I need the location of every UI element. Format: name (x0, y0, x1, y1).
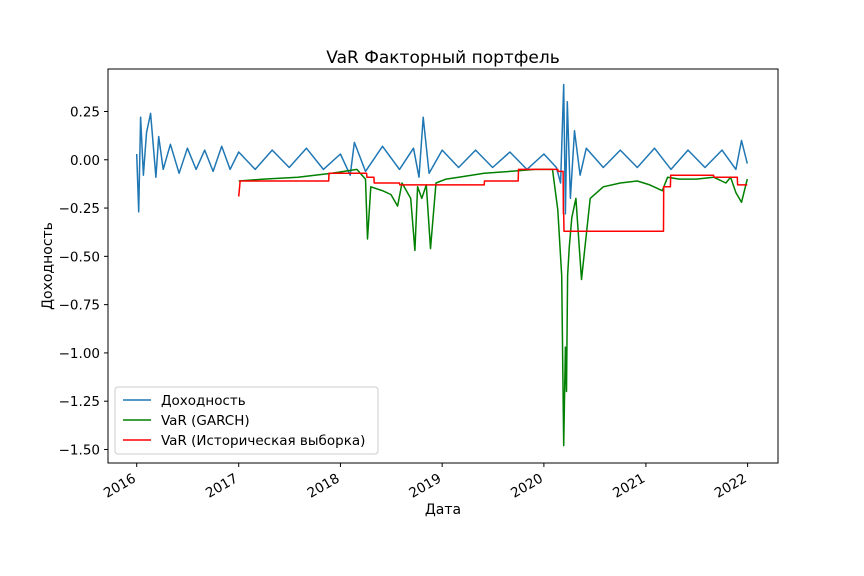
legend: Доходность VaR (GARCH) VaR (Историческая в… (114, 386, 379, 455)
legend-label: VaR (GARCH) (161, 413, 250, 429)
legend-label: Доходность (161, 393, 246, 409)
y-tick-label: −0.50 (59, 249, 100, 265)
series-line-1 (238, 168, 749, 447)
x-axis-label: Дата (425, 502, 461, 518)
y-tick-label: −1.50 (59, 442, 100, 458)
series-line-0 (135, 83, 749, 215)
y-tick-label: 0.00 (70, 153, 100, 169)
legend-box (114, 386, 379, 455)
y-tick-label: −1.00 (59, 346, 100, 362)
y-axis-label: Доходность (40, 222, 56, 310)
series-layer (135, 83, 749, 447)
y-axis: 0.25 0.00 −0.25 −0.50 −0.75 −1.00 −1.25 −1.50 (59, 104, 108, 458)
series-line-2 (237, 168, 748, 232)
legend-label: VaR (Историческая выборка) (161, 433, 365, 449)
y-tick-label: −0.75 (59, 298, 100, 314)
chart-title: VaR Факторный портфель (326, 48, 559, 68)
y-tick-label: −1.25 (59, 394, 100, 410)
y-tick-label: 0.25 (70, 104, 100, 120)
y-tick-label: −0.25 (59, 201, 100, 217)
plot-frame (107, 68, 779, 464)
